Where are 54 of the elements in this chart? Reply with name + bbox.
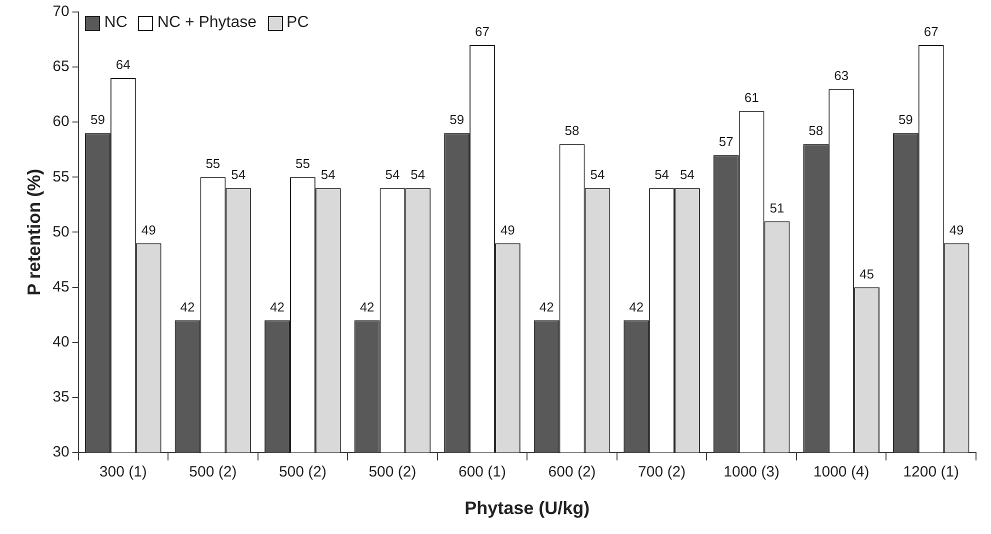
legend-label: NC	[104, 14, 128, 32]
data-label: 54	[320, 167, 336, 182]
data-label: 55	[295, 156, 310, 172]
y-tick-label: 30	[52, 444, 70, 461]
data-label: 67	[475, 24, 490, 40]
data-label: 49	[949, 222, 964, 238]
data-label: 55	[206, 156, 220, 172]
data-label: 42	[629, 299, 644, 314]
data-label: 64	[116, 57, 130, 72]
data-label: 59	[450, 112, 464, 128]
x-tick-label: 500 (2)	[189, 464, 237, 481]
data-label: 54	[410, 167, 426, 182]
x-tick-label: 600 (2)	[548, 464, 596, 481]
y-tick-label: 65	[52, 58, 70, 76]
x-tick-label: 600 (1)	[458, 464, 506, 481]
data-label: 42	[360, 299, 374, 314]
data-label: 67	[924, 24, 938, 40]
x-axis-title: Phytase (U/kg)	[464, 498, 590, 518]
data-label: 42	[539, 299, 554, 314]
y-tick-label: 60	[52, 113, 70, 130]
y-axis-title: P retention (%)	[24, 168, 44, 296]
data-label: 57	[718, 134, 734, 150]
y-tick-label: 70	[52, 3, 70, 20]
y-tick-label: 40	[52, 333, 70, 350]
x-tick-label: 300 (1)	[99, 464, 147, 481]
x-tick-label: 500 (2)	[278, 464, 326, 481]
x-tick-label: 700 (2)	[638, 464, 686, 481]
data-label: 54	[231, 167, 246, 182]
data-label: 51	[770, 200, 784, 216]
data-label: 54	[590, 167, 605, 182]
data-label: 59	[898, 112, 913, 128]
legend-label: NC + Phytase	[157, 14, 257, 32]
data-label: 42	[270, 299, 285, 314]
data-label: 42	[180, 299, 195, 314]
data-label: 54	[680, 167, 694, 182]
y-tick-label: 45	[52, 278, 70, 296]
y-tick-label: 55	[52, 168, 70, 186]
y-tick-label: 50	[52, 223, 70, 240]
data-label: 58	[808, 123, 824, 138]
legend-label: PC	[286, 14, 309, 32]
x-tick-label: 1200 (1)	[903, 464, 960, 481]
x-tick-label: 1000 (4)	[813, 464, 870, 481]
data-label: 54	[654, 167, 670, 182]
data-label: 49	[500, 222, 515, 238]
x-tick-label: 1000 (3)	[724, 464, 780, 481]
data-label: 49	[141, 222, 156, 238]
data-label: 63	[834, 68, 849, 84]
x-tick-label: 500 (2)	[368, 464, 416, 481]
data-label: 59	[90, 112, 105, 128]
data-label: 61	[744, 90, 759, 106]
data-label: 45	[860, 266, 874, 282]
y-tick-label: 35	[52, 388, 70, 406]
data-label: 54	[385, 167, 400, 182]
data-label: 58	[564, 123, 580, 138]
